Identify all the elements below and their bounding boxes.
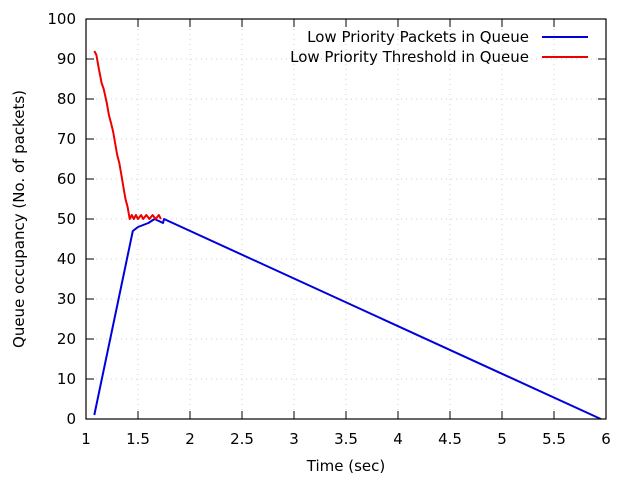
legend-label-packets: Low Priority Packets in Queue — [307, 28, 529, 46]
y-tick-label: 20 — [57, 330, 76, 348]
axis-ticks — [85, 18, 607, 420]
legend: Low Priority Packets in Queue Low Priori… — [290, 28, 588, 66]
x-tick-label: 5.5 — [542, 430, 566, 448]
y-axis-label: Queue occupancy (No. of packets) — [10, 90, 28, 348]
x-tick-label: 4 — [393, 430, 403, 448]
y-tick-label: 40 — [57, 250, 76, 268]
x-tick-label: 5 — [497, 430, 507, 448]
y-tick-label: 80 — [57, 90, 76, 108]
x-tick-label: 2 — [185, 430, 195, 448]
x-tick-label: 1.5 — [126, 430, 150, 448]
axis-tick-labels: 1 1.5 2 2.5 3 3.5 4 4.5 5 5.5 60102030405060708090… — [47, 10, 610, 448]
series-line-packets — [93, 218, 602, 420]
y-tick-label: 30 — [57, 290, 76, 308]
x-tick-label: 1 — [81, 430, 91, 448]
y-tick-label: 50 — [57, 210, 76, 228]
y-tick-label: 90 — [57, 50, 76, 68]
x-tick-label: 3 — [289, 430, 299, 448]
y-tick-label: 60 — [57, 170, 76, 188]
series-lines — [93, 50, 602, 420]
series-line-threshold — [93, 50, 162, 220]
y-tick-label: 100 — [47, 10, 76, 28]
x-tick-label: 3.5 — [334, 430, 358, 448]
x-tick-label: 2.5 — [230, 430, 254, 448]
y-tick-label: 10 — [57, 370, 76, 388]
x-axis-label: Time (sec) — [306, 457, 385, 475]
legend-label-threshold: Low Priority Threshold in Queue — [290, 48, 529, 66]
grid — [86, 19, 606, 419]
y-tick-label: 70 — [57, 130, 76, 148]
x-tick-label: 4.5 — [438, 430, 462, 448]
x-tick-label: 6 — [601, 430, 611, 448]
y-tick-label: 0 — [66, 410, 76, 428]
